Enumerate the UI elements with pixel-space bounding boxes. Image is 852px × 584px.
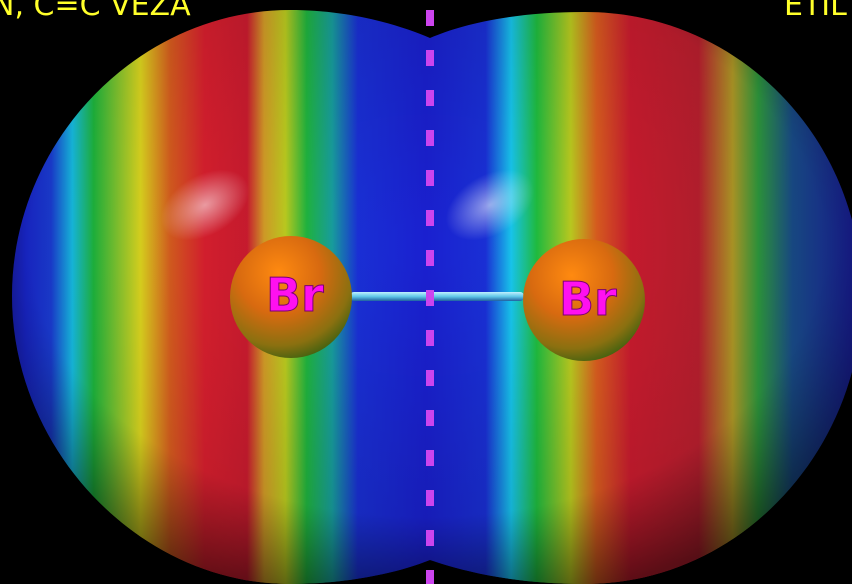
- specular-highlight: [160, 169, 250, 241]
- atom-sphere-left: [230, 236, 352, 358]
- atom-label-right: Br: [559, 272, 618, 326]
- atom-label-left: Br: [266, 268, 325, 322]
- caption-right: ETIL: [784, 0, 847, 23]
- caption-left: N, C=C VEZA: [0, 0, 191, 23]
- bond-line: [350, 292, 524, 301]
- specular-highlight: [445, 169, 535, 241]
- atom-sphere-right: [523, 239, 645, 361]
